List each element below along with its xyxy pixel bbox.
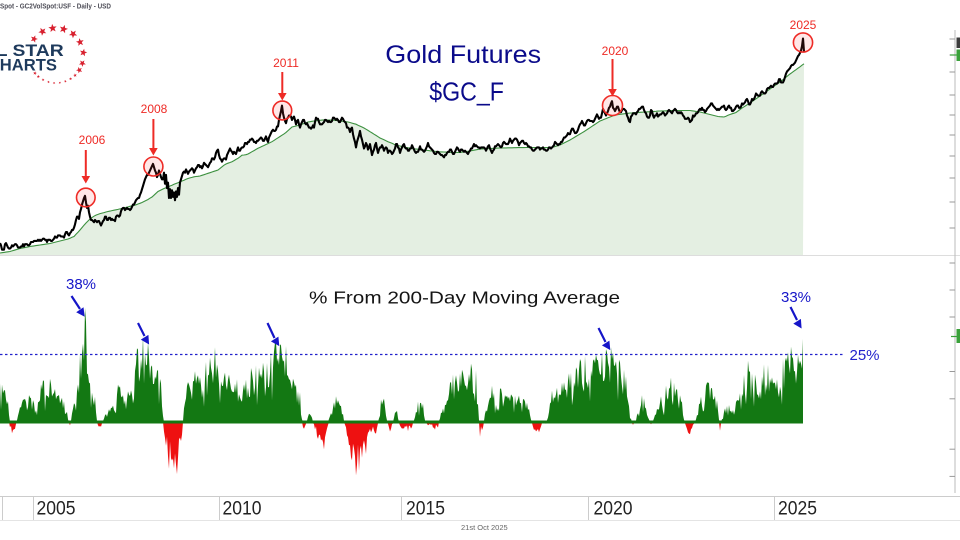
svg-text:Gold Futures: Gold Futures [385,41,541,69]
svg-text:2025: 2025 [778,499,817,520]
svg-text:2020: 2020 [602,44,629,58]
svg-text:2008: 2008 [141,102,168,116]
svg-text:2010: 2010 [223,499,262,520]
svg-text:21st Oct 2025: 21st Oct 2025 [461,523,508,532]
svg-text:$GC_F: $GC_F [429,78,504,106]
svg-text:2025: 2025 [790,18,817,32]
svg-text:2020: 2020 [594,499,633,520]
svg-text:GC2VolSpot - GC2VolSpot:USF -: GC2VolSpot - GC2VolSpot:USF - Daily - US… [0,2,111,11]
svg-text:33%: 33% [781,289,811,306]
svg-text:2011: 2011 [273,56,299,70]
svg-text:38%: 38% [66,276,96,293]
svg-text:% From 200-Day Moving Average: % From 200-Day Moving Average [309,288,620,308]
svg-text:2015: 2015 [406,499,445,520]
svg-text:25%: 25% [850,347,880,364]
svg-text:CHARTS: CHARTS [0,56,57,74]
svg-text:ALL STAR: ALL STAR [0,42,64,60]
svg-text:2006: 2006 [79,133,106,147]
svg-text:2005: 2005 [37,499,76,520]
